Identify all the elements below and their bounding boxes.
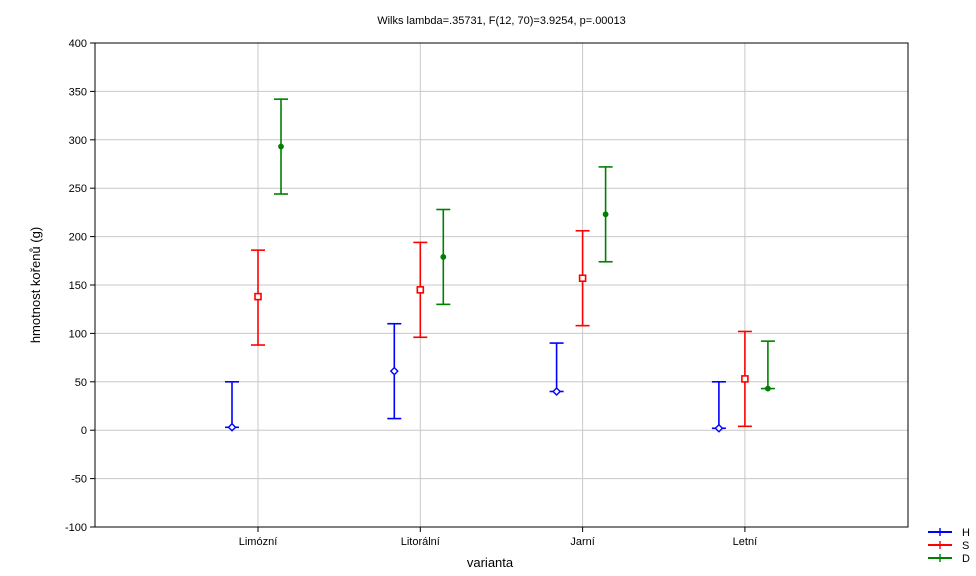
mean-marker [714,423,724,433]
series-S [251,229,752,428]
mean-marker [278,143,284,150]
chart-title: Wilks lambda=.35731, F(12, 70)=3.9254, p… [377,15,626,27]
y-tick-label: 200 [69,232,87,244]
y-tick-label: 0 [81,425,87,437]
x-tick-label: Limózní [239,536,278,548]
y-axis-title: hmotnost kořenů (g) [28,227,43,343]
y-tick-label: -50 [71,474,87,486]
series-layer [225,98,775,433]
mean-marker [416,286,425,294]
mean-marker [227,422,237,432]
axis-ticks: -100 -50 0 50 100 150 200 250 300 350 400 Limózní Li… [65,38,757,548]
legend: HSD [928,527,970,565]
legend-label: S [962,540,969,552]
y-tick-label: 50 [75,377,87,389]
mean-marker [741,375,749,383]
y-tick-label: 100 [69,328,87,340]
y-tick-label: 350 [69,86,87,98]
series-D [274,98,775,392]
legend-item-H: H [928,527,970,539]
x-tick-label: Letní [733,536,757,548]
legend-item-S: S [928,540,969,552]
x-axis-title: varianta [467,555,514,570]
y-tick-label: 250 [69,183,87,195]
series-H [225,322,726,433]
mean-marker [440,254,447,260]
legend-label: D [962,553,970,565]
x-tick-label: Jarní [570,536,594,548]
y-tick-label: 400 [69,38,87,50]
y-tick-label: 150 [69,280,87,292]
mean-marker [552,386,562,396]
mean-marker [254,292,262,301]
x-tick-label: Litorální [401,536,440,548]
y-tick-label: 300 [69,135,87,147]
mean-marker [765,385,771,392]
legend-item-D: D [928,553,970,565]
mean-marker [389,366,399,376]
y-tick-label: -100 [65,522,87,534]
mean-marker [602,211,609,218]
legend-label: H [962,527,970,539]
mean-marker [578,274,587,283]
